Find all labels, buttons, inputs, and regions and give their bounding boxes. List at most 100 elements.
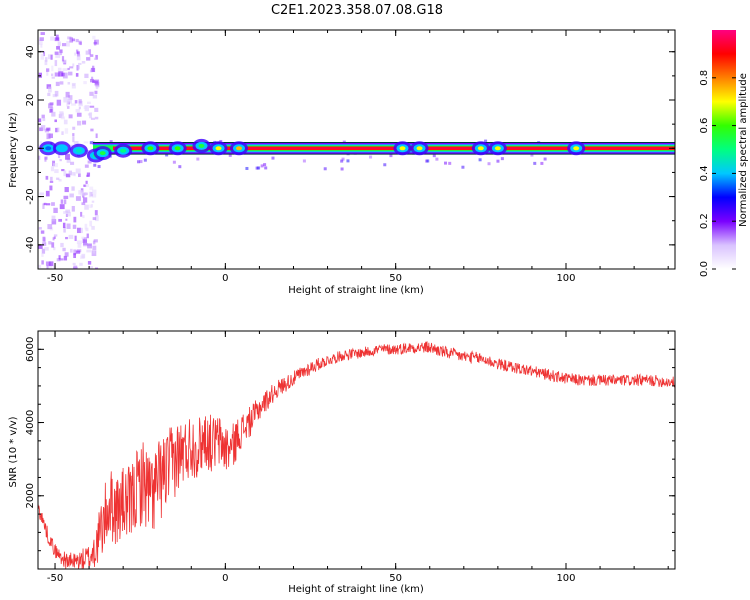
noise-speck	[38, 72, 43, 78]
noise-speck	[71, 38, 76, 42]
noise-speck	[75, 38, 79, 43]
noise-speck	[42, 51, 46, 57]
noise-speck	[41, 260, 44, 265]
noise-speck	[62, 222, 66, 228]
noise-speck	[67, 82, 71, 85]
x-tick-label: 0	[222, 573, 228, 584]
noise-speck	[89, 204, 93, 209]
noise-speck	[41, 248, 46, 254]
y-tick-label: 6000	[25, 337, 36, 362]
noise-speck	[76, 240, 82, 245]
noise-speck	[38, 227, 42, 230]
noise-speck	[56, 177, 60, 180]
noise-speck	[53, 265, 56, 269]
noise-speck	[50, 36, 55, 41]
noise-speck	[59, 81, 64, 85]
noise-speck	[89, 54, 94, 57]
noise-speck	[56, 46, 60, 50]
noise-speck	[383, 163, 387, 167]
noise-speck	[83, 106, 88, 109]
noise-speck	[49, 180, 54, 183]
noise-speck	[68, 114, 73, 119]
noise-speck	[369, 155, 373, 159]
colorbar-tick-label: 0.8	[699, 70, 710, 86]
noise-speck	[51, 202, 55, 206]
noise-speck	[71, 103, 76, 106]
noise-speck	[38, 244, 43, 249]
noise-speck	[75, 168, 81, 174]
noise-speck	[78, 173, 81, 178]
x-tick-label: 50	[389, 573, 402, 584]
snr-x-label: Height of straight line (km)	[288, 584, 424, 595]
noise-speck	[75, 108, 80, 113]
noise-speck	[38, 144, 42, 147]
noise-speck	[448, 161, 452, 165]
noise-speck	[74, 52, 77, 56]
noise-speck	[81, 61, 86, 64]
noise-speck	[426, 159, 430, 163]
noise-speck	[54, 169, 59, 174]
noise-speck	[60, 116, 66, 120]
noise-speck	[87, 101, 91, 105]
noise-speck	[54, 72, 60, 77]
noise-speck	[73, 216, 77, 223]
noise-speck	[72, 224, 77, 229]
snr-frame	[37, 330, 676, 570]
noise-speck	[219, 139, 223, 143]
noise-speck	[444, 161, 448, 165]
noise-speck	[73, 141, 79, 145]
noise-speck	[59, 204, 65, 210]
noise-speck	[41, 114, 45, 119]
noise-speck	[38, 118, 42, 123]
noise-speck	[91, 225, 95, 230]
noise-speck	[46, 84, 52, 89]
noise-speck	[62, 72, 68, 79]
noise-speck	[79, 41, 82, 46]
noise-speck	[39, 141, 42, 144]
colorbar-tick-label: 0.4	[699, 165, 710, 181]
noise-speck	[47, 92, 51, 97]
x-tick-label: -50	[47, 573, 63, 584]
noise-speck	[302, 159, 306, 163]
noise-speck	[70, 248, 73, 253]
noise-speck	[90, 78, 95, 83]
blob	[99, 151, 106, 156]
noise-speck	[52, 237, 55, 241]
noise-speck	[496, 159, 500, 163]
noise-speck	[48, 86, 52, 93]
noise-speck	[340, 167, 344, 171]
noise-speck	[83, 184, 87, 187]
blob	[147, 146, 154, 151]
noise-speck	[55, 34, 59, 40]
noise-speck	[260, 164, 264, 168]
noise-speck	[91, 76, 94, 80]
noise-speck	[80, 211, 83, 217]
noise-speck	[44, 60, 48, 66]
noise-speck	[72, 133, 75, 137]
noise-speck	[68, 144, 73, 150]
noise-speck	[74, 100, 78, 104]
noise-speck	[63, 199, 67, 205]
noise-speck	[92, 250, 96, 254]
noise-speck	[75, 250, 81, 254]
noise-speck	[63, 170, 67, 177]
noise-speck	[46, 70, 49, 76]
noise-speck	[72, 63, 75, 67]
noise-speck	[63, 119, 68, 125]
noise-speck	[66, 223, 71, 229]
noise-speck	[90, 128, 94, 132]
noise-speck	[94, 107, 99, 112]
y-tick-label: 40	[25, 45, 36, 58]
noise-speck	[88, 191, 91, 198]
noise-speck	[38, 39, 43, 45]
noise-speck	[54, 119, 57, 123]
blob	[235, 146, 242, 151]
noise-speck	[89, 69, 93, 73]
noise-speck	[89, 91, 94, 96]
noise-speck	[87, 243, 92, 249]
x-tick-label: -50	[47, 273, 63, 284]
noise-speck	[54, 60, 58, 67]
noise-speck	[90, 117, 95, 120]
noise-speck	[87, 113, 91, 116]
